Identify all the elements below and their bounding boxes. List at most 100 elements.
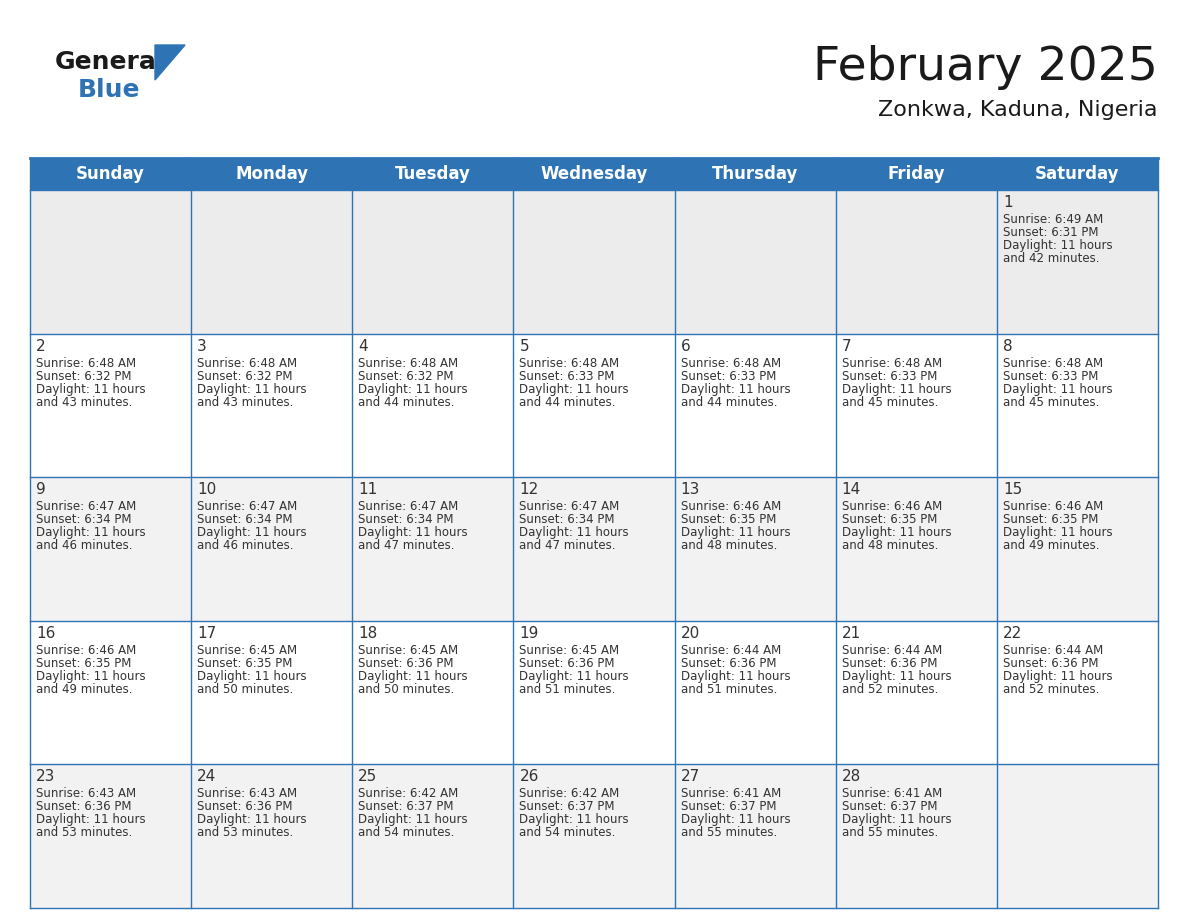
Text: 7: 7 (842, 339, 852, 353)
Text: 5: 5 (519, 339, 529, 353)
Text: and 54 minutes.: and 54 minutes. (359, 826, 455, 839)
Text: 1: 1 (1003, 195, 1012, 210)
Text: and 42 minutes.: and 42 minutes. (1003, 252, 1099, 265)
Text: 3: 3 (197, 339, 207, 353)
Text: 8: 8 (1003, 339, 1012, 353)
Text: 13: 13 (681, 482, 700, 498)
Text: 22: 22 (1003, 626, 1022, 641)
Text: Sunrise: 6:45 AM: Sunrise: 6:45 AM (197, 644, 297, 656)
Text: 24: 24 (197, 769, 216, 784)
Text: Sunrise: 6:48 AM: Sunrise: 6:48 AM (36, 356, 137, 370)
Text: Daylight: 11 hours: Daylight: 11 hours (681, 670, 790, 683)
Text: Sunset: 6:36 PM: Sunset: 6:36 PM (359, 656, 454, 670)
Text: 9: 9 (36, 482, 46, 498)
Text: Daylight: 11 hours: Daylight: 11 hours (842, 670, 952, 683)
Text: Sunset: 6:34 PM: Sunset: 6:34 PM (36, 513, 132, 526)
Text: Sunset: 6:36 PM: Sunset: 6:36 PM (842, 656, 937, 670)
Text: and 53 minutes.: and 53 minutes. (197, 826, 293, 839)
Text: Sunrise: 6:47 AM: Sunrise: 6:47 AM (197, 500, 297, 513)
Bar (30, 333, 1158, 477)
Text: and 46 minutes.: and 46 minutes. (197, 539, 293, 553)
Text: Sunrise: 6:47 AM: Sunrise: 6:47 AM (519, 500, 620, 513)
Text: Sunset: 6:32 PM: Sunset: 6:32 PM (197, 370, 292, 383)
Text: and 51 minutes.: and 51 minutes. (681, 683, 777, 696)
Text: 16: 16 (36, 626, 56, 641)
Text: Daylight: 11 hours: Daylight: 11 hours (519, 526, 630, 539)
Text: 26: 26 (519, 769, 539, 784)
Text: Daylight: 11 hours: Daylight: 11 hours (842, 526, 952, 539)
Text: Daylight: 11 hours: Daylight: 11 hours (1003, 239, 1112, 252)
Text: Sunset: 6:34 PM: Sunset: 6:34 PM (359, 513, 454, 526)
Text: Sunset: 6:32 PM: Sunset: 6:32 PM (36, 370, 132, 383)
Text: 2: 2 (36, 339, 45, 353)
Text: 4: 4 (359, 339, 368, 353)
Text: Daylight: 11 hours: Daylight: 11 hours (359, 813, 468, 826)
Text: 6: 6 (681, 339, 690, 353)
Text: Daylight: 11 hours: Daylight: 11 hours (197, 813, 307, 826)
Text: Sunrise: 6:41 AM: Sunrise: 6:41 AM (681, 788, 781, 800)
Text: Sunrise: 6:43 AM: Sunrise: 6:43 AM (197, 788, 297, 800)
Text: Sunrise: 6:47 AM: Sunrise: 6:47 AM (359, 500, 459, 513)
Text: Sunrise: 6:46 AM: Sunrise: 6:46 AM (36, 644, 137, 656)
Text: Sunrise: 6:48 AM: Sunrise: 6:48 AM (681, 356, 781, 370)
Text: 25: 25 (359, 769, 378, 784)
Text: and 48 minutes.: and 48 minutes. (842, 539, 939, 553)
Text: Sunrise: 6:47 AM: Sunrise: 6:47 AM (36, 500, 137, 513)
Text: 14: 14 (842, 482, 861, 498)
Text: Daylight: 11 hours: Daylight: 11 hours (519, 383, 630, 396)
Text: Sunrise: 6:42 AM: Sunrise: 6:42 AM (519, 788, 620, 800)
Text: and 47 minutes.: and 47 minutes. (519, 539, 615, 553)
Text: and 52 minutes.: and 52 minutes. (1003, 683, 1099, 696)
Text: 23: 23 (36, 769, 56, 784)
Text: and 49 minutes.: and 49 minutes. (36, 683, 133, 696)
Text: Zonkwa, Kaduna, Nigeria: Zonkwa, Kaduna, Nigeria (878, 100, 1158, 120)
Text: Sunset: 6:37 PM: Sunset: 6:37 PM (842, 800, 937, 813)
Text: Sunset: 6:37 PM: Sunset: 6:37 PM (519, 800, 615, 813)
Text: Daylight: 11 hours: Daylight: 11 hours (197, 670, 307, 683)
Text: Sunset: 6:35 PM: Sunset: 6:35 PM (681, 513, 776, 526)
Text: Sunset: 6:33 PM: Sunset: 6:33 PM (842, 370, 937, 383)
Text: and 49 minutes.: and 49 minutes. (1003, 539, 1099, 553)
Text: Daylight: 11 hours: Daylight: 11 hours (681, 813, 790, 826)
Text: Sunrise: 6:48 AM: Sunrise: 6:48 AM (842, 356, 942, 370)
Text: 10: 10 (197, 482, 216, 498)
Text: Sunrise: 6:44 AM: Sunrise: 6:44 AM (1003, 644, 1104, 656)
Text: Daylight: 11 hours: Daylight: 11 hours (519, 670, 630, 683)
Text: Daylight: 11 hours: Daylight: 11 hours (519, 813, 630, 826)
Text: Sunrise: 6:44 AM: Sunrise: 6:44 AM (681, 644, 781, 656)
Text: Sunset: 6:32 PM: Sunset: 6:32 PM (359, 370, 454, 383)
Text: Sunset: 6:37 PM: Sunset: 6:37 PM (359, 800, 454, 813)
Text: Sunrise: 6:48 AM: Sunrise: 6:48 AM (519, 356, 620, 370)
Text: Sunset: 6:31 PM: Sunset: 6:31 PM (1003, 226, 1099, 239)
Text: Monday: Monday (235, 165, 308, 183)
Text: and 51 minutes.: and 51 minutes. (519, 683, 615, 696)
Text: 18: 18 (359, 626, 378, 641)
Text: Daylight: 11 hours: Daylight: 11 hours (36, 670, 146, 683)
Text: Sunrise: 6:48 AM: Sunrise: 6:48 AM (1003, 356, 1102, 370)
Text: and 44 minutes.: and 44 minutes. (519, 396, 615, 409)
Text: and 44 minutes.: and 44 minutes. (359, 396, 455, 409)
Text: and 47 minutes.: and 47 minutes. (359, 539, 455, 553)
Text: Sunset: 6:36 PM: Sunset: 6:36 PM (36, 800, 132, 813)
Text: and 44 minutes.: and 44 minutes. (681, 396, 777, 409)
Text: and 54 minutes.: and 54 minutes. (519, 826, 615, 839)
Polygon shape (154, 45, 185, 80)
Text: Sunrise: 6:46 AM: Sunrise: 6:46 AM (842, 500, 942, 513)
Text: Sunset: 6:37 PM: Sunset: 6:37 PM (681, 800, 776, 813)
Text: Daylight: 11 hours: Daylight: 11 hours (681, 526, 790, 539)
Text: Sunset: 6:33 PM: Sunset: 6:33 PM (519, 370, 615, 383)
Text: 28: 28 (842, 769, 861, 784)
Text: Sunrise: 6:49 AM: Sunrise: 6:49 AM (1003, 213, 1104, 226)
Text: Blue: Blue (78, 78, 140, 102)
Text: Sunset: 6:33 PM: Sunset: 6:33 PM (681, 370, 776, 383)
Text: Daylight: 11 hours: Daylight: 11 hours (197, 526, 307, 539)
Text: Sunrise: 6:46 AM: Sunrise: 6:46 AM (1003, 500, 1104, 513)
Text: and 52 minutes.: and 52 minutes. (842, 683, 939, 696)
Bar (30, 621, 1158, 765)
Text: 17: 17 (197, 626, 216, 641)
Bar (30, 158, 1158, 190)
Text: Sunrise: 6:41 AM: Sunrise: 6:41 AM (842, 788, 942, 800)
Text: 27: 27 (681, 769, 700, 784)
Text: Daylight: 11 hours: Daylight: 11 hours (197, 383, 307, 396)
Text: Sunset: 6:36 PM: Sunset: 6:36 PM (519, 656, 615, 670)
